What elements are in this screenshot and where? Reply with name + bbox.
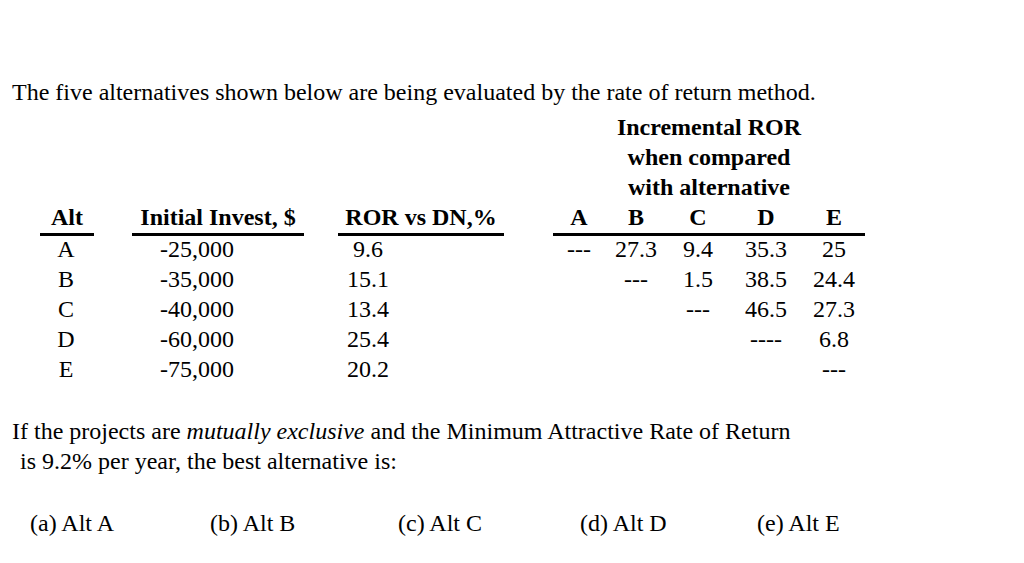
- ror-value: 15.1: [297, 264, 439, 294]
- answer-option-c: (c) Alt C: [398, 508, 482, 538]
- inc-cell-D: 38.5: [729, 264, 803, 294]
- inc-cell-C: [667, 324, 729, 354]
- inc-cell-E: ---: [803, 354, 865, 384]
- alt-label: B: [35, 264, 97, 294]
- inc-cell-A: [553, 354, 605, 384]
- initial-invest-value: -40,000: [97, 294, 297, 324]
- inc-cell-B: [605, 354, 667, 384]
- question-line1-italic: mutually exclusive: [187, 418, 365, 444]
- inc-header-A: A: [553, 204, 605, 233]
- inc-cell-C: 1.5: [667, 264, 729, 294]
- group-header-line-2: when compared: [553, 142, 865, 172]
- column-header-alt: Alt: [40, 204, 94, 236]
- ror-value: 20.2: [297, 354, 439, 384]
- table-row-A: A -25,000 9.6 --- 27.3 9.4 35.3 25: [35, 234, 865, 264]
- inc-cell-A: [553, 264, 605, 294]
- alt-label: D: [35, 324, 97, 354]
- spacer: [439, 264, 553, 294]
- answer-option-d: (d) Alt D: [580, 508, 667, 538]
- spacer: [439, 294, 553, 324]
- inc-cell-E: 24.4: [803, 264, 865, 294]
- inc-header-C: C: [667, 204, 729, 233]
- answer-option-e: (e) Alt E: [757, 508, 840, 538]
- inc-cell-D: 46.5: [729, 294, 803, 324]
- spacer: [439, 234, 553, 264]
- spacer: [439, 324, 553, 354]
- initial-invest-value: -75,000: [97, 354, 297, 384]
- group-header-line-1: Incremental ROR: [553, 112, 865, 142]
- inc-cell-E: 6.8: [803, 324, 865, 354]
- inc-header-E: E: [803, 204, 865, 233]
- inc-cell-C: [667, 354, 729, 384]
- table-row-C: C -40,000 13.4 --- 46.5 27.3: [35, 294, 865, 324]
- answer-option-a: (a) Alt A: [30, 508, 114, 538]
- inc-cell-C: 9.4: [667, 234, 729, 264]
- column-header-ror-vs-dn: ROR vs DN,%: [338, 204, 504, 236]
- inc-header-D: D: [729, 204, 803, 233]
- inc-cell-E: 27.3: [803, 294, 865, 324]
- answer-option-b: (b) Alt B: [210, 508, 295, 538]
- inc-header-B: B: [605, 204, 667, 233]
- intro-text: The five alternatives shown below are be…: [12, 77, 816, 107]
- inc-cell-B: 27.3: [605, 234, 667, 264]
- alt-label: A: [35, 234, 97, 264]
- alt-label: C: [35, 294, 97, 324]
- alt-label: E: [35, 354, 97, 384]
- table-row-E: E -75,000 20.2 ---: [35, 354, 865, 384]
- inc-cell-B: [605, 294, 667, 324]
- inc-cell-A: [553, 294, 605, 324]
- problem-page: The five alternatives shown below are be…: [0, 0, 1024, 563]
- group-header-line-3: with alternative: [553, 172, 865, 202]
- question-line-1: If the projects are mutually exclusive a…: [12, 416, 790, 446]
- inc-cell-D: 35.3: [729, 234, 803, 264]
- inc-cell-A: [553, 324, 605, 354]
- alternatives-table-body: A -25,000 9.6 --- 27.3 9.4 35.3 25 B -35…: [35, 234, 865, 384]
- question-line-2: is 9.2% per year, the best alternative i…: [12, 446, 790, 476]
- inc-cell-D: ----: [729, 324, 803, 354]
- ror-value: 13.4: [297, 294, 439, 324]
- initial-invest-value: -60,000: [97, 324, 297, 354]
- incremental-ror-group-header: Incremental ROR when compared with alter…: [553, 112, 865, 202]
- question-text: If the projects are mutually exclusive a…: [12, 416, 790, 476]
- ror-value: 9.6: [297, 234, 439, 264]
- table-row-D: D -60,000 25.4 ---- 6.8: [35, 324, 865, 354]
- inc-cell-D: [729, 354, 803, 384]
- inc-cell-E: 25: [803, 234, 865, 264]
- table-row-B: B -35,000 15.1 --- 1.5 38.5 24.4: [35, 264, 865, 294]
- ror-value: 25.4: [297, 324, 439, 354]
- question-line1-pre: If the projects are: [12, 418, 187, 444]
- spacer: [439, 354, 553, 384]
- initial-invest-value: -35,000: [97, 264, 297, 294]
- inc-cell-B: ---: [605, 264, 667, 294]
- initial-invest-value: -25,000: [97, 234, 297, 264]
- inc-cell-B: [605, 324, 667, 354]
- column-header-initial-invest: Initial Invest, $: [132, 204, 304, 236]
- question-line1-post: and the Minimum Attractive Rate of Retur…: [365, 418, 791, 444]
- inc-cell-C: ---: [667, 294, 729, 324]
- incremental-column-headers: A B C D E: [553, 204, 865, 236]
- inc-cell-A: ---: [553, 234, 605, 264]
